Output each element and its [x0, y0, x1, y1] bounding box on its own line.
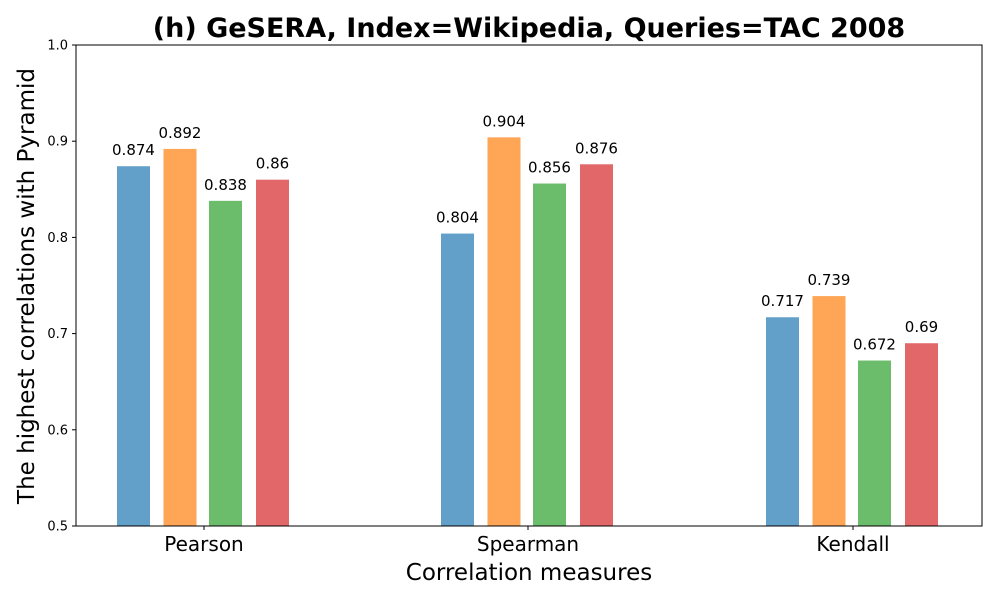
data-label: 0.739 [808, 271, 851, 289]
data-label: 0.904 [483, 112, 526, 130]
bar-spearman-series-4 [580, 164, 613, 526]
bar-spearman-series-1 [441, 233, 474, 526]
y-tick-label: 0.7 [47, 327, 68, 342]
bar-kendall-series-2 [812, 296, 846, 526]
data-label: 0.892 [159, 124, 202, 142]
x-tick-label: Kendall [816, 532, 889, 556]
plot-frame [75, 44, 983, 527]
bar-pearson-series-4 [256, 179, 289, 526]
bar-pearson-series-2 [163, 148, 197, 526]
y-tick-label: 0.6 [47, 423, 68, 438]
chart-title: (h) GeSERA, Index=Wikipedia, Queries=TAC… [153, 13, 905, 44]
bar-kendall-series-3 [858, 360, 891, 526]
data-label: 0.874 [112, 141, 155, 159]
bar-kendall-series-1 [766, 317, 799, 526]
data-label: 0.838 [204, 176, 247, 194]
y-axis-label: The highest correlations with Pyramid [14, 68, 40, 505]
data-label: 0.672 [853, 336, 896, 354]
bar-pearson-series-3 [209, 200, 242, 526]
y-tick-label: 1.0 [47, 39, 68, 54]
x-axis-ticks: Pearson Spearman Kendall [164, 526, 890, 556]
x-axis-label: Correlation measures [406, 560, 652, 586]
x-tick-label: Spearman [477, 532, 579, 556]
x-tick-label: Pearson [164, 532, 243, 556]
bar-spearman-series-2 [487, 137, 521, 527]
y-tick-label: 0.8 [47, 231, 68, 246]
data-label: 0.876 [575, 139, 618, 157]
bar-pearson-series-1 [117, 166, 150, 526]
bar-kendall-series-4 [905, 343, 938, 526]
data-label: 0.804 [436, 209, 479, 227]
bar-spearman-series-3 [533, 183, 566, 526]
data-label: 0.717 [761, 292, 804, 310]
data-label: 0.69 [905, 318, 938, 336]
y-tick-label: 0.9 [47, 135, 68, 150]
y-axis-ticks: 0.5 0.6 0.7 0.8 0.9 1.0 [47, 39, 76, 535]
data-label: 0.86 [256, 155, 289, 173]
y-tick-label: 0.5 [47, 520, 68, 535]
data-label: 0.856 [528, 159, 571, 177]
bars-group [117, 137, 938, 527]
